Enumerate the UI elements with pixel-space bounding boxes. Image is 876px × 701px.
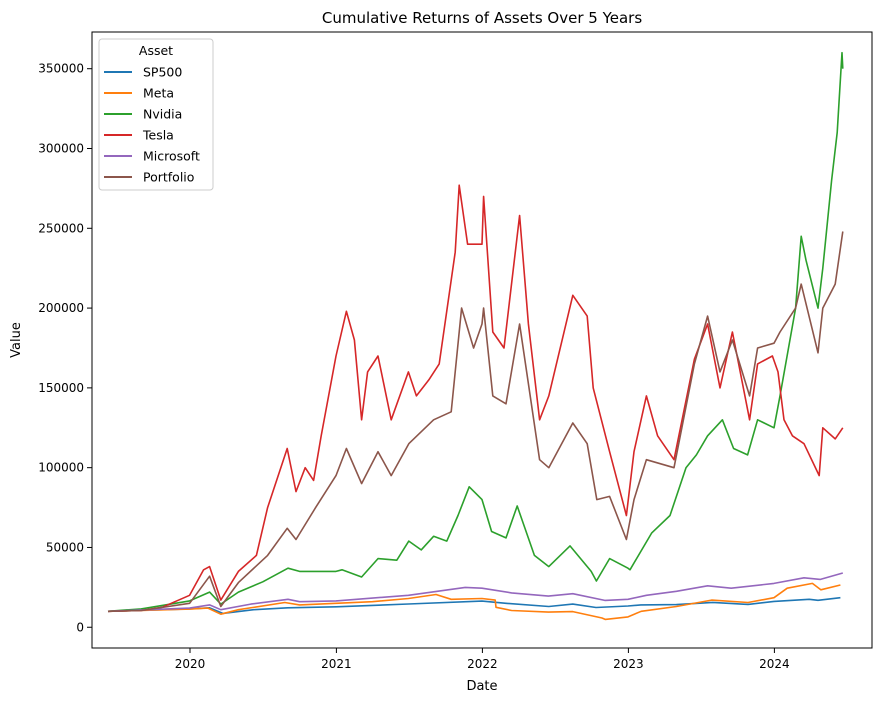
y-tick-label: 150000: [38, 381, 84, 395]
series-line-microsoft: [107, 572, 844, 613]
y-tick-label: 50000: [46, 540, 84, 554]
legend: Asset SP500 Meta Nvidia Tesla Microsoft Portf…: [98, 38, 214, 191]
legend-label-nvidia: Nvidia: [143, 107, 182, 122]
y-tick-label: 100000: [38, 461, 84, 475]
series-line-sp500: [107, 596, 841, 615]
y-axis-label: Value: [9, 322, 24, 358]
series-line-portfolio: [107, 231, 844, 613]
x-tick-label: 2020: [175, 657, 206, 671]
legend-label-portfolio: Portfolio: [143, 170, 194, 185]
legend-label-microsoft: Microsoft: [143, 149, 200, 164]
legend-label-tesla: Tesla: [142, 128, 174, 143]
series-line-nvidia: [107, 51, 844, 613]
legend-box: [98, 38, 214, 191]
x-tick-label: 2023: [613, 657, 644, 671]
series-line-meta: [107, 582, 841, 621]
chart-title: Cumulative Returns of Assets Over 5 Year…: [322, 9, 642, 27]
x-axis-label: Date: [466, 679, 497, 694]
x-tick-label: 2024: [759, 657, 790, 671]
y-tick-label: 300000: [38, 141, 84, 155]
plot-area: [91, 31, 873, 649]
series-line-tesla: [107, 184, 844, 613]
y-tick-label: 200000: [38, 301, 84, 315]
legend-title: Asset: [139, 43, 173, 58]
legend-label-sp500: SP500: [143, 65, 182, 80]
x-tick-label: 2022: [467, 657, 498, 671]
y-tick-label: 350000: [38, 62, 84, 76]
series-lines: [107, 51, 844, 621]
x-tick-label: 2021: [321, 657, 352, 671]
y-axis: 0 50000 100000 150000 200000 250000 300000 3500…: [38, 62, 92, 634]
x-axis: 2020 2021 2022 2023 2024: [175, 648, 790, 671]
y-tick-label: 250000: [38, 221, 84, 235]
legend-label-meta: Meta: [143, 86, 174, 101]
y-tick-label: 0: [76, 620, 84, 634]
